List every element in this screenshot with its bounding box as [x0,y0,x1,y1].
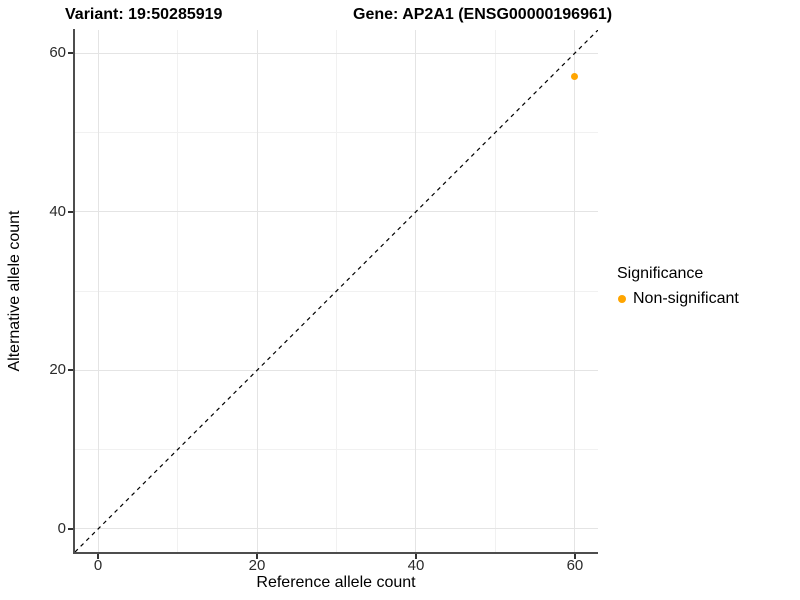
y-tick-mark [68,369,73,372]
y-tick-mark [68,52,73,54]
plot-panel [75,30,598,552]
y-tick-mark [68,527,73,530]
y-tick-label: 40 [49,202,66,220]
y-minor-gridline [75,131,598,133]
y-tick-label: 60 [49,44,66,61]
legend-item: Non-significant [615,290,739,308]
y-major-gridline [75,211,598,213]
x-axis-title: Reference allele count [256,574,416,591]
y-major-gridline [75,52,598,54]
x-tick-label: 0 [93,557,103,574]
x-major-gridline [256,30,258,552]
identity-line [75,30,598,552]
x-major-gridline [574,30,576,552]
legend-items: Non-significant [615,290,739,308]
y-tick-mark [68,210,73,213]
y-tick-label: 0 [57,519,66,537]
y-axis-title: Alternative allele count [6,210,23,372]
x-major-gridline [415,30,417,552]
x-tick-label: 60 [566,557,584,574]
y-tick-label: 20 [49,361,66,379]
x-tick-mark [414,554,417,559]
x-tick-label: 20 [248,557,266,574]
y-axis-line [73,29,75,554]
legend-dot-icon [618,295,626,303]
x-tick-label: 40 [407,557,425,574]
legend-title: Significance [617,265,704,282]
y-major-gridline [75,528,598,530]
data-point [571,73,579,81]
y-minor-gridline [75,449,598,451]
gene-title: Gene: AP2A1 (ENSG00000196961) [353,6,613,23]
x-tick-mark [256,554,259,559]
variant-title: Variant: 19:50285919 [65,6,223,23]
x-tick-mark [573,554,576,559]
legend: Significance Non-significant [615,265,739,308]
legend-item-label: Non-significant [633,290,739,307]
y-major-gridline [75,369,598,371]
x-tick-mark [97,554,100,559]
x-axis-line [73,552,598,554]
x-major-gridline [97,30,99,552]
